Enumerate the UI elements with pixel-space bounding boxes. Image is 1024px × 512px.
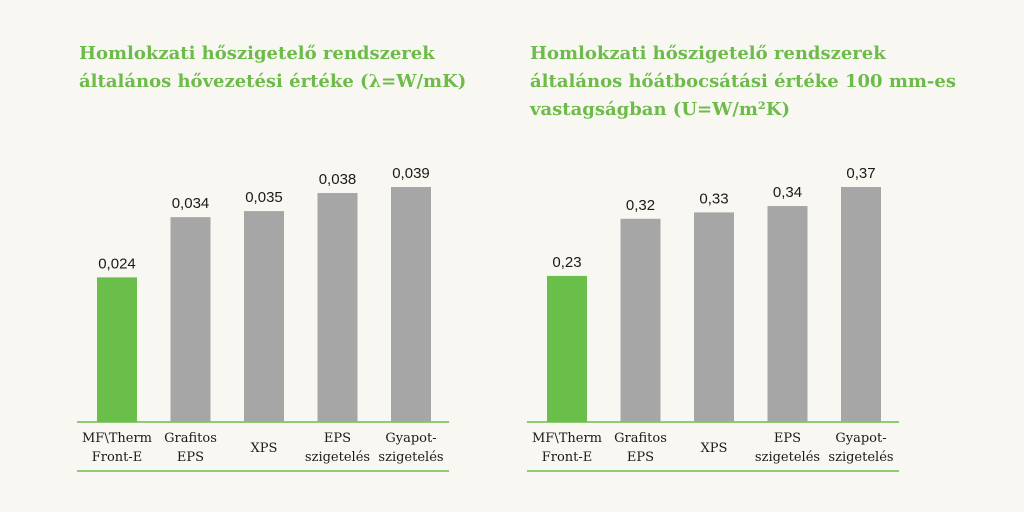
bar-chart-heat-transfer: 0,23 MF\Therm Front-E 0,32 Grafitos EPS 0,33 XP…: [527, 165, 899, 472]
chart-title-line: általános hőátbocsátási értéke 100 mm-es: [530, 71, 956, 92]
category-label: XPS: [251, 441, 278, 456]
bar: [767, 206, 808, 422]
bar: [317, 193, 358, 422]
category-label: szigetelés: [828, 450, 893, 465]
chart-panel-heat-transfer: Homlokzati hőszigetelő rendszerek általá…: [450, 0, 1024, 512]
category-label: Gyapot-: [835, 431, 886, 446]
category-label: szigetelés: [305, 450, 370, 465]
chart-title-line: általános hővezetési értéke (λ=W/mK): [79, 71, 467, 92]
bar-value-label: 0,039: [392, 165, 430, 182]
category-label: szigetelés: [755, 450, 820, 465]
chart-title-line: Homlokzati hőszigetelő rendszerek: [79, 43, 435, 64]
category-label: EPS: [774, 431, 801, 446]
bar-value-label: 0,23: [552, 254, 581, 271]
bar-chart-thermal-conductivity: 0,024 MF\Therm Front-E 0,034 Grafitos EPS 0,03…: [77, 165, 449, 472]
bar-value-label: 0,024: [98, 255, 136, 272]
bar: [391, 187, 431, 422]
chart-title-line: vastagságban (U=W/m²K): [530, 99, 790, 120]
category-label: XPS: [701, 441, 728, 456]
bar-value-label: 0,32: [626, 197, 655, 214]
bar: [841, 187, 881, 422]
category-label: EPS: [177, 450, 204, 465]
chart-title: Homlokzati hőszigetelő rendszerek általá…: [530, 40, 956, 124]
bar: [620, 218, 661, 422]
category-label: MF\Therm: [532, 431, 602, 446]
category-label: Gyapot-: [385, 431, 436, 446]
category-label: Front-E: [92, 450, 143, 465]
bar: [97, 277, 137, 422]
category-label: EPS: [627, 450, 654, 465]
bar: [244, 211, 284, 422]
bar-value-label: 0,34: [773, 184, 802, 201]
bar-value-label: 0,034: [172, 195, 210, 212]
category-label: MF\Therm: [82, 431, 152, 446]
bar-value-label: 0,038: [319, 171, 357, 188]
category-label: szigetelés: [378, 450, 443, 465]
bar-value-label: 0,37: [846, 165, 875, 182]
bar-value-label: 0,33: [699, 190, 728, 207]
category-label: EPS: [324, 431, 351, 446]
bar: [547, 275, 587, 422]
bar-value-label: 0,035: [245, 189, 283, 206]
chart-title: Homlokzati hőszigetelő rendszerek általá…: [79, 40, 466, 96]
category-label: Grafitos: [614, 431, 667, 446]
chart-title-line: Homlokzati hőszigetelő rendszerek: [530, 43, 886, 64]
category-label: Grafitos: [164, 431, 217, 446]
bar: [694, 212, 734, 422]
chart-panel-thermal-conductivity: Homlokzati hőszigetelő rendszerek általá…: [77, 40, 466, 472]
category-label: Front-E: [542, 450, 593, 465]
bar: [170, 217, 211, 422]
